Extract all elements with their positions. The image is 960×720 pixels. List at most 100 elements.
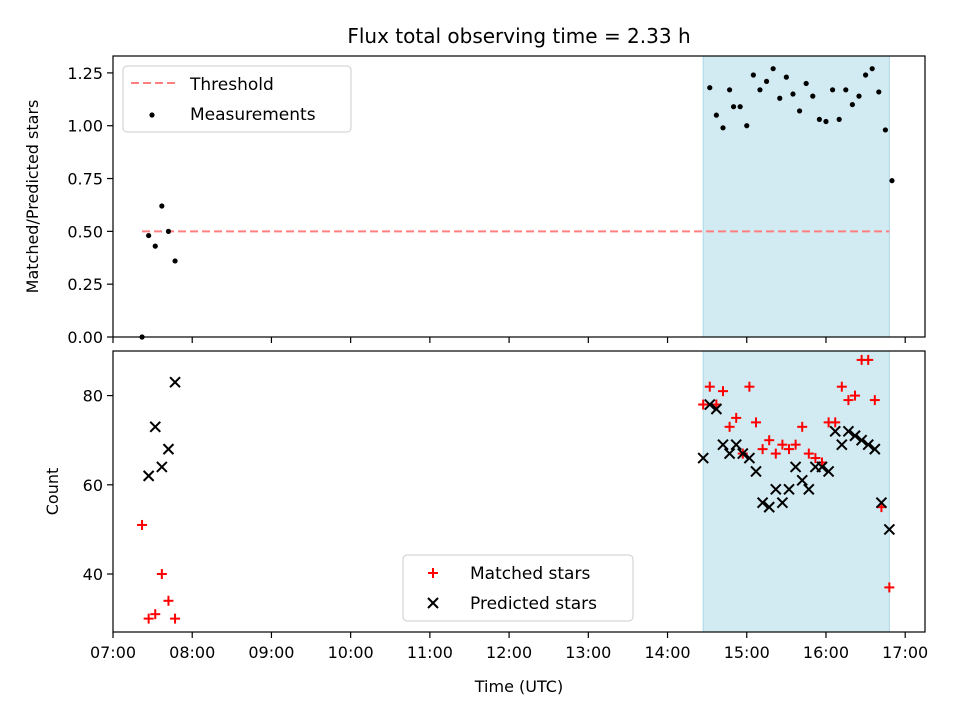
matched-star-point (810, 453, 821, 464)
predicted-star-point (730, 438, 742, 451)
measurement-point (707, 85, 713, 91)
legend-predicted-swatch (427, 597, 439, 609)
y-tick-label: 0.25 (67, 275, 103, 294)
predicted-star-point (875, 496, 888, 509)
matched-star-point (869, 395, 880, 406)
plot-frame (112, 55, 926, 338)
legend-measurements-label: Measurements (190, 105, 316, 125)
matched-star-point (797, 421, 808, 432)
measurement-point (165, 228, 172, 234)
matched-star-point (843, 395, 854, 406)
predicted-star-point (855, 434, 868, 446)
predicted-star-point (723, 447, 736, 460)
matched-star-point (884, 582, 895, 593)
measurement-point (862, 72, 869, 78)
y-axis-label: Count (43, 468, 62, 516)
predicted-star-point (842, 425, 855, 437)
top-legend: Threshold Measurements (122, 65, 352, 133)
matched-star-point (850, 390, 861, 401)
predicted-star-point (704, 398, 716, 411)
measurement-point (146, 232, 152, 239)
predicted-star-point (789, 461, 802, 473)
matched-star-point (764, 435, 775, 446)
y-tick-label: 0.75 (67, 170, 103, 189)
predicted-star-point (803, 483, 815, 495)
predicted-star-point (836, 438, 848, 451)
y-tick-label: 1.00 (67, 117, 103, 136)
predicted-star-point (156, 461, 168, 473)
x-tick-label: 10:00 (328, 643, 374, 662)
predicted-star-point (883, 523, 896, 536)
measurement-point (757, 87, 763, 93)
y-tick-label: 1.25 (67, 64, 103, 83)
measurement-point (152, 243, 158, 249)
bottom-panel: 40 60 80 07:00 08:00 09:00 10:00 11:00 12:00 13:0… (43, 350, 928, 696)
measurement-point (849, 101, 855, 108)
y-tick-label: 40 (83, 565, 103, 584)
matched-star-point (803, 448, 814, 459)
predicted-star-point (869, 443, 881, 455)
legend-threshold-label: Threshold (189, 75, 274, 95)
predicted-star-point (697, 452, 709, 464)
measurement-point (720, 125, 726, 131)
matched-star-point (163, 595, 174, 606)
x-axis-label: Time (UTC) (474, 677, 563, 696)
predicted-star-point (776, 496, 789, 509)
predicted-star-point (770, 483, 782, 495)
chart-title: Flux total observing time = 2.33 h (347, 24, 690, 48)
matched-star-point (750, 417, 761, 428)
legend-box (402, 554, 634, 622)
observing-span (702, 55, 890, 338)
legend-measurements-swatch (149, 112, 155, 118)
measurement-point (803, 80, 809, 87)
matched-star-point (744, 381, 755, 392)
measurement-point (750, 72, 756, 78)
measurement-point (730, 104, 737, 110)
top-panel: 0.00 0.25 0.50 0.75 1.00 1.25 Matched/Predicte… (23, 55, 926, 347)
matched-star-point (143, 613, 154, 624)
predicted-star-point (783, 483, 795, 495)
x-tick-label: 13:00 (565, 643, 611, 662)
bottom-legend: Matched stars Predicted stars (402, 554, 634, 622)
plot-frame (112, 350, 926, 633)
x-tick-label: 15:00 (724, 643, 770, 662)
x-tick-label: 11:00 (407, 643, 453, 662)
predicted-star-point (796, 474, 808, 487)
predicted-star-point (149, 421, 161, 433)
legend-matched-swatch (428, 568, 438, 578)
y-tick-label: 60 (83, 476, 103, 495)
measurement-point (744, 123, 750, 129)
x-tick-label: 16:00 (803, 643, 849, 662)
legend-predicted-label: Predicted stars (470, 594, 597, 614)
predicted-star-point (169, 376, 181, 388)
x-tick-label: 07:00 (90, 643, 136, 662)
measurement-point (836, 116, 842, 122)
measurement-point (770, 66, 776, 72)
predicted-star-point (743, 452, 756, 464)
predicted-star-point (763, 501, 775, 513)
predicted-star-point (816, 461, 828, 473)
measurement-point (810, 93, 816, 99)
measurement-point (790, 91, 796, 97)
measurement-point (829, 87, 836, 93)
matched-star-point (137, 519, 148, 530)
predicted-star-point (737, 447, 749, 460)
matched-star-point (836, 381, 847, 392)
matched-star-point (784, 444, 795, 455)
x-tick-label: 17:00 (882, 643, 928, 662)
series-predicted-stars (142, 376, 896, 536)
matched-star-point (731, 412, 742, 423)
measurement-point (726, 87, 733, 93)
predicted-star-point (750, 465, 762, 478)
measurement-point (159, 203, 165, 209)
measurement-point (843, 87, 849, 93)
matched-star-point (724, 421, 735, 432)
x-tick-label: 14:00 (644, 643, 690, 662)
measurement-point (783, 74, 789, 80)
matched-star-point (170, 613, 181, 624)
x-tick-label: 08:00 (169, 643, 215, 662)
y-tick-label: 0.00 (67, 328, 103, 347)
measurement-point (816, 116, 822, 122)
matched-star-point (698, 399, 709, 410)
